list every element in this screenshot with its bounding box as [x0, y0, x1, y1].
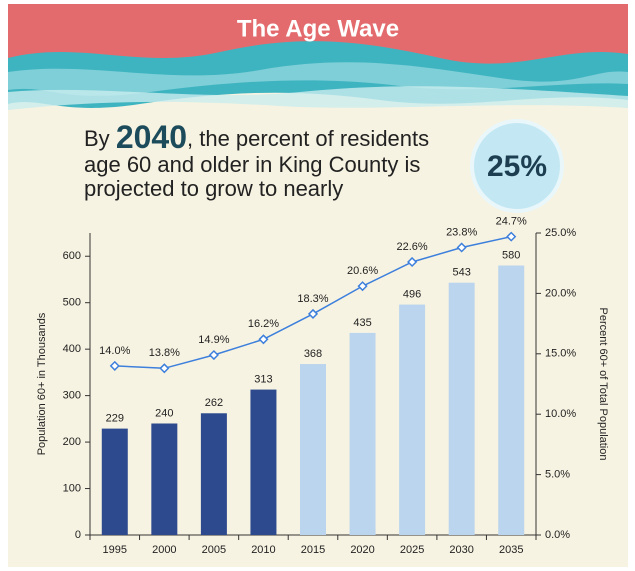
y2-tick-label: 25.0%	[545, 227, 576, 239]
y2-tick-label: 15.0%	[545, 348, 576, 360]
y2-tick-label: 10.0%	[545, 408, 576, 420]
x-tick-label: 2030	[449, 544, 473, 556]
bar	[250, 389, 277, 535]
bar-label: 313	[254, 373, 272, 385]
bar-label: 435	[353, 317, 371, 329]
headline-year: 2040	[116, 119, 187, 155]
headline-line: By 2040, the percent of residents	[84, 119, 429, 155]
line-marker	[159, 363, 170, 374]
line-label: 22.6%	[397, 241, 428, 253]
line-label: 14.0%	[99, 345, 130, 357]
headline-line: projected to grow to nearly	[84, 176, 343, 201]
line-marker	[307, 308, 319, 319]
bar-label: 368	[304, 348, 322, 360]
line-marker	[109, 360, 120, 371]
x-tick-label: 2020	[350, 544, 374, 556]
bar-label: 229	[106, 413, 124, 425]
bar	[151, 423, 178, 535]
callout-circle	[470, 119, 564, 213]
bar	[349, 332, 376, 535]
line-label: 20.6%	[347, 265, 378, 277]
x-tick-label: 1995	[103, 544, 127, 556]
line-marker	[456, 242, 467, 253]
line-marker	[208, 349, 219, 361]
bar	[399, 304, 426, 535]
y2-tick-label: 20.0%	[545, 287, 576, 299]
x-tick-label: 2000	[152, 544, 176, 556]
y2-tick-label: 0.0%	[545, 529, 570, 541]
bar	[300, 364, 326, 535]
bar	[498, 265, 525, 535]
line-marker	[357, 281, 368, 292]
title: The Age Wave	[237, 15, 399, 42]
line-label: 23.8%	[446, 226, 477, 238]
x-tick-label: 2035	[499, 544, 523, 556]
bar	[448, 282, 475, 535]
y-tick-label: 300	[63, 390, 81, 402]
line-marker	[407, 256, 418, 268]
y-tick-label: 0	[75, 529, 81, 541]
x-tick-label: 2025	[400, 544, 424, 556]
y-tick-label: 600	[63, 250, 81, 262]
y2-tick-label: 5.0%	[545, 469, 570, 481]
y-axis-label: Population 60+ in Thousands	[36, 312, 48, 455]
headline-prefix: By	[84, 126, 110, 151]
callout: 25%	[487, 150, 547, 183]
line-label: 14.9%	[198, 334, 229, 346]
y-tick-label: 500	[63, 297, 81, 309]
bar-label: 496	[403, 288, 421, 300]
bar-label: 580	[502, 249, 520, 261]
wave	[8, 86, 628, 110]
line-label: 18.3%	[297, 293, 328, 305]
x-tick-label: 2015	[301, 544, 325, 556]
line-marker	[258, 334, 269, 345]
headline-text: , the percent of residents	[187, 126, 429, 151]
bar-label: 240	[155, 407, 173, 419]
line-marker	[506, 231, 517, 242]
line-label: 13.8%	[149, 347, 180, 359]
bar	[101, 428, 128, 535]
bar-label: 262	[205, 397, 223, 409]
x-tick-label: 2010	[251, 544, 275, 556]
y2-axis-label: Percent 60+ of Total Population	[597, 308, 609, 461]
y-tick-label: 100	[63, 482, 81, 494]
line-label: 24.7%	[496, 216, 527, 228]
bar	[200, 413, 227, 535]
x-tick-label: 2005	[202, 544, 226, 556]
y-tick-label: 400	[63, 343, 81, 355]
line-label: 16.2%	[248, 318, 279, 330]
bar-label: 543	[452, 267, 470, 279]
headline-line: age 60 and older in King County is	[84, 152, 420, 177]
y-tick-label: 200	[63, 436, 81, 448]
